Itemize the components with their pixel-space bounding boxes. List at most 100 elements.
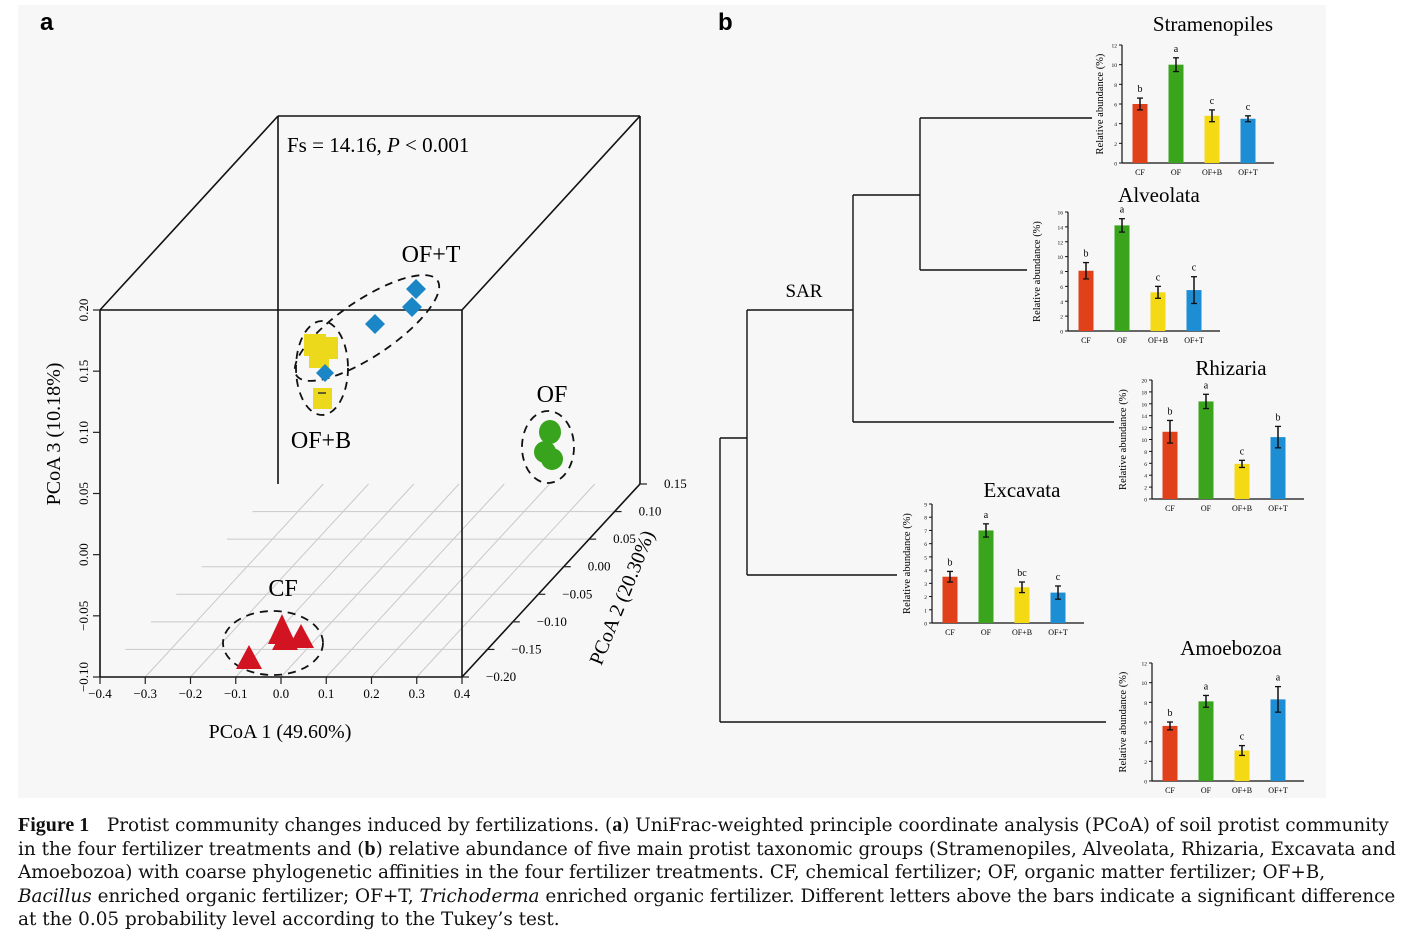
caption-part-1: Protist community changes induced by fer… — [106, 815, 613, 836]
excavata-category-label-0: CF — [945, 628, 955, 637]
alveolata-y-tick-label-3: 6 — [1060, 285, 1063, 291]
caption-part-5: enriched organic fertilizer. Different l… — [18, 885, 1396, 931]
y-tick-label-4: 0.00 — [588, 559, 611, 574]
rhizaria-y-tick-label-1: 2 — [1144, 486, 1147, 492]
pcoa-floor-grid — [125, 483, 615, 678]
alveolata-y-tick-label-2: 4 — [1060, 300, 1063, 306]
alveolata-y-tick-label-5: 10 — [1058, 255, 1064, 261]
rhizaria-y-tick-label-10: 20 — [1142, 379, 1148, 385]
excavata-sig-letter-2: bc — [1017, 568, 1027, 579]
x-tick-label-2: −0.2 — [179, 686, 203, 701]
excavata-title: Excavata — [984, 478, 1062, 502]
excavata-y-axis-title: Relative abundance (%) — [902, 513, 913, 614]
oft-marker-1 — [406, 279, 426, 299]
bar-chart-stramenopiles: Stramenopiles Relative abundance (%) 0 2 4 6 8… — [1095, 12, 1274, 177]
stramenopiles-sig-letter-3: c — [1246, 102, 1251, 113]
excavata-y-tick-label-8: 8 — [924, 516, 927, 522]
stramenopiles-y-tick-label-2: 4 — [1114, 122, 1117, 128]
stramenopiles-bar-2 — [1204, 115, 1220, 163]
excavata-bar-3 — [1050, 592, 1066, 623]
amoebozoa-y-axis-title: Relative abundance (%) — [1118, 671, 1129, 772]
ofb-marker-4 — [313, 388, 332, 409]
z-tick-label-0: −0.10 — [76, 662, 91, 692]
rhizaria-bar-2 — [1234, 463, 1250, 499]
figure-caption: Figure 1 Protist community changes induc… — [18, 814, 1398, 932]
rhizaria-bar-3 — [1270, 437, 1286, 499]
rhizaria-sig-letter-0: b — [1168, 406, 1173, 417]
rhizaria-y-tick-label-3: 6 — [1144, 462, 1147, 468]
alveolata-bar-2 — [1150, 292, 1166, 331]
pcoa-z-axis-title: PCoA 3 (10.18%) — [43, 363, 65, 506]
oft-marker-2 — [402, 297, 422, 317]
amoebozoa-y-tick-label-3: 6 — [1144, 721, 1147, 727]
y-tick-label-1: −0.15 — [511, 641, 541, 656]
x-tick-label-1: −0.3 — [133, 686, 157, 701]
alveolata-bar-1 — [1114, 225, 1130, 331]
excavata-category-label-3: OF+T — [1048, 628, 1068, 637]
box-edge-1 — [461, 483, 641, 678]
stramenopiles-title: Stramenopiles — [1153, 12, 1273, 36]
floor-grid-line-x-7 — [416, 483, 596, 678]
excavata-sig-letter-0: b — [948, 557, 953, 568]
y-tick-label-0: −0.20 — [486, 669, 516, 684]
z-tick-label-1: −0.05 — [76, 601, 91, 631]
y-tick-label-5: 0.05 — [613, 531, 636, 546]
pcoa-stat-suffix: < 0.001 — [400, 133, 470, 157]
amoebozoa-bar-2 — [1234, 750, 1250, 781]
bar-chart-excavata: Excavata Relative abundance (%) 0 1 2 3 4 5 6 7 8 9… — [902, 478, 1084, 637]
box-edge-8 — [99, 115, 279, 311]
z-tick-label-6: 0.20 — [76, 299, 91, 322]
x-tick-label-8: 0.4 — [454, 686, 471, 701]
stramenopiles-y-tick-label-3: 6 — [1114, 103, 1117, 109]
x-tick-label-0: −0.4 — [88, 686, 112, 701]
rhizaria-y-tick-label-9: 18 — [1142, 390, 1148, 396]
rhizaria-bar-0 — [1162, 431, 1178, 499]
ofb-cluster-ellipse — [295, 320, 349, 416]
rhizaria-y-axis-title: Relative abundance (%) — [1118, 389, 1129, 490]
alveolata-y-tick-label-7: 14 — [1058, 225, 1064, 231]
cf-markers — [236, 614, 314, 669]
z-tick-label-4: 0.10 — [76, 421, 91, 444]
oft-group-label: OF+T — [402, 242, 461, 268]
pcoa-stat-prefix: Fs = 14.16, — [287, 133, 387, 157]
alveolata-bar-0 — [1078, 270, 1094, 331]
floor-grid-line-x-2 — [190, 483, 369, 678]
oft-marker-3 — [365, 314, 385, 334]
cf-marker-4 — [236, 645, 262, 669]
amoebozoa-y-tick-label-5: 10 — [1142, 681, 1148, 687]
box-edge-9 — [461, 115, 641, 311]
stramenopiles-y-tick-label-0: 0 — [1114, 162, 1117, 168]
stramenopiles-sig-letter-0: b — [1138, 84, 1143, 95]
stramenopiles-y-tick-label-5: 10 — [1112, 63, 1118, 69]
alveolata-title: Alveolata — [1118, 183, 1200, 207]
pcoa-z-tick-labels: −0.10 −0.05 0.00 0.05 0.10 0.15 0.20 — [76, 299, 91, 692]
rhizaria-y-tick-label-7: 14 — [1142, 414, 1148, 420]
excavata-y-tick-label-3: 3 — [924, 582, 927, 588]
stramenopiles-bar-1 — [1168, 64, 1184, 163]
excavata-sig-letter-3: c — [1056, 572, 1061, 583]
stramenopiles-y-tick-label-4: 8 — [1114, 83, 1117, 89]
bar-chart-rhizaria: Rhizaria Relative abundance (%) 0 2 4 6 8 10 12 1… — [1118, 356, 1304, 513]
rhizaria-y-tick-label-6: 12 — [1142, 426, 1148, 432]
rhizaria-category-label-2: OF+B — [1232, 504, 1252, 513]
floor-grid-line-x-1 — [144, 483, 324, 678]
bar-chart-panels: Stramenopiles Relative abundance (%) 0 2 4 6 8… — [902, 12, 1304, 795]
alveolata-category-label-2: OF+B — [1148, 336, 1168, 345]
pcoa-tick-marks — [93, 309, 647, 684]
caption-part-2: ) UniFrac-weighted principle coordinate … — [18, 815, 1389, 860]
alveolata-y-tick-label-4: 8 — [1060, 270, 1063, 276]
amoebozoa-y-tick-label-4: 8 — [1144, 701, 1147, 707]
rhizaria-sig-letter-2: c — [1240, 446, 1245, 457]
excavata-category-label-1: OF — [981, 628, 992, 637]
caption-label: Figure 1 — [18, 814, 90, 836]
stramenopiles-y-axis-title: Relative abundance (%) — [1095, 53, 1106, 154]
amoebozoa-sig-letter-2: c — [1240, 732, 1245, 743]
excavata-y-tick-label-4: 4 — [924, 569, 927, 575]
caption-ref-b: b — [364, 837, 376, 860]
caption-bacillus: Bacillus — [18, 885, 92, 907]
amoebozoa-y-tick-label-6: 12 — [1142, 662, 1148, 668]
cf-cluster-ellipse — [222, 610, 324, 676]
y-tick-label-3: −0.05 — [562, 586, 592, 601]
amoebozoa-sig-letter-0: b — [1168, 708, 1173, 719]
excavata-y-tick-label-6: 6 — [924, 542, 927, 548]
